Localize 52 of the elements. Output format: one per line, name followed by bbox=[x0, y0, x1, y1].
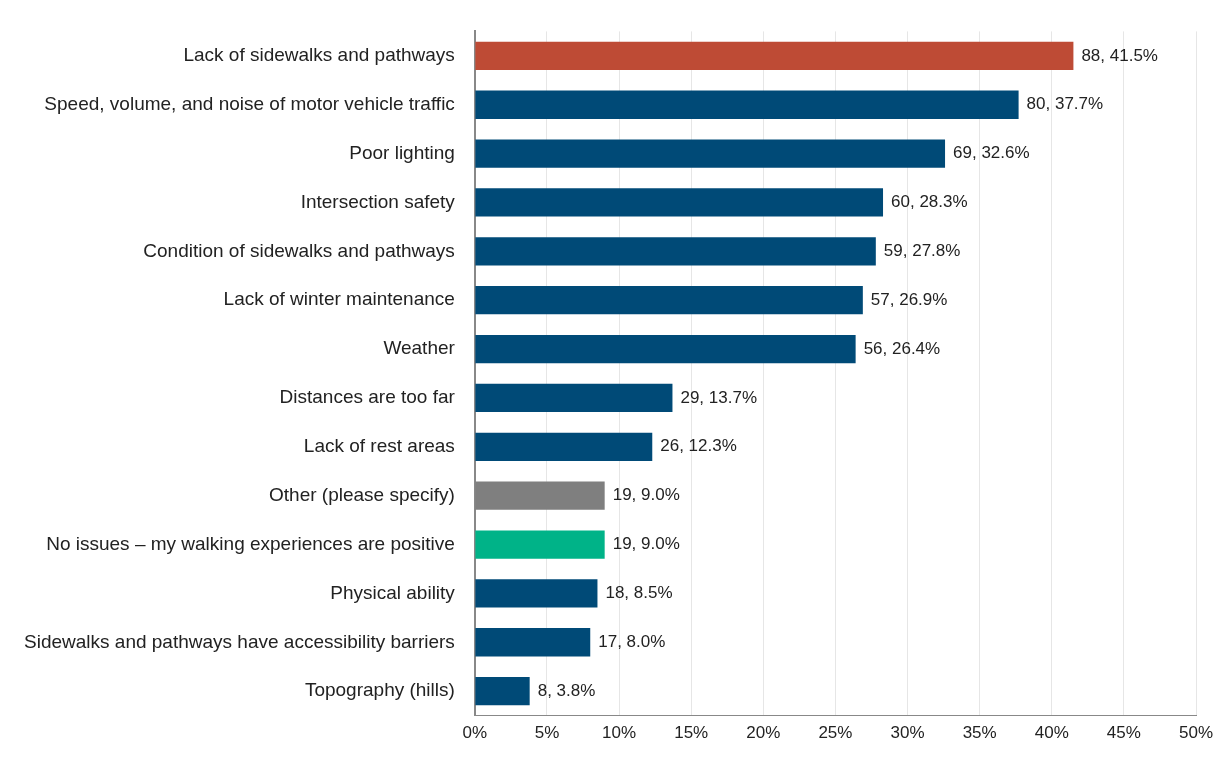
data-label: 19, 9.0% bbox=[612, 485, 680, 505]
y-tick-label: Lack of sidewalks and pathways bbox=[183, 44, 455, 66]
data-label: 59, 27.8% bbox=[883, 241, 961, 261]
bar bbox=[475, 383, 673, 413]
x-tick-label: 0% bbox=[462, 723, 488, 743]
y-tick-label: Weather bbox=[383, 337, 456, 359]
bar bbox=[475, 90, 1019, 119]
bar bbox=[475, 41, 1074, 71]
data-label: 69, 32.6% bbox=[953, 143, 1030, 163]
data-label: 19, 9.0% bbox=[612, 534, 680, 554]
data-label: 18, 8.5% bbox=[605, 583, 673, 603]
bar bbox=[475, 432, 653, 461]
data-label: 80, 37.7% bbox=[1026, 94, 1104, 114]
x-tick-label: 10% bbox=[602, 723, 637, 743]
bar bbox=[475, 188, 884, 217]
x-tick-label: 5% bbox=[534, 723, 560, 743]
y-tick-label: Speed, volume, and noise of motor vehicle traffic bbox=[44, 92, 455, 114]
y-tick-label: Poor lighting bbox=[349, 141, 455, 163]
x-tick-label: 50% bbox=[1178, 723, 1214, 743]
bar bbox=[475, 237, 876, 266]
x-tick-label: 45% bbox=[1106, 723, 1141, 743]
y-tick-label: Topography (hills) bbox=[304, 679, 455, 701]
bar bbox=[475, 530, 605, 559]
data-label: 8, 3.8% bbox=[537, 680, 596, 700]
y-tick-label: Sidewalks and pathways have accessibility barriers bbox=[23, 630, 455, 652]
bar bbox=[475, 334, 856, 364]
data-label: 88, 41.5% bbox=[1081, 45, 1158, 65]
y-tick-label: Distances are too far bbox=[279, 386, 456, 408]
y-tick-label: Intersection safety bbox=[300, 190, 456, 212]
bar bbox=[475, 676, 530, 706]
y-tick-label: Physical ability bbox=[330, 581, 456, 603]
data-label: 60, 28.3% bbox=[891, 192, 968, 212]
x-tick-label: 20% bbox=[746, 723, 781, 743]
x-tick-label: 40% bbox=[1034, 723, 1069, 743]
bar bbox=[475, 628, 591, 657]
y-tick-label: Lack of rest areas bbox=[303, 435, 455, 457]
x-tick-label: 35% bbox=[962, 723, 997, 743]
bar bbox=[475, 286, 863, 315]
data-label: 29, 13.7% bbox=[680, 387, 758, 407]
x-tick-label: 25% bbox=[818, 723, 853, 743]
data-label: 17, 8.0% bbox=[598, 631, 666, 651]
data-label: 26, 12.3% bbox=[660, 436, 737, 456]
y-tick-label: Other (please specify) bbox=[269, 483, 455, 505]
x-tick-label: 15% bbox=[674, 723, 709, 743]
x-tick-label: 30% bbox=[890, 723, 925, 743]
data-label: 56, 26.4% bbox=[863, 338, 941, 358]
bar bbox=[475, 139, 946, 168]
bar bbox=[475, 579, 598, 608]
y-tick-label: Condition of sidewalks and pathways bbox=[143, 239, 455, 261]
y-tick-label: No issues – my walking experiences are positive bbox=[46, 532, 455, 554]
y-tick-label: Lack of winter maintenance bbox=[223, 288, 455, 310]
data-label: 57, 26.9% bbox=[870, 289, 948, 309]
